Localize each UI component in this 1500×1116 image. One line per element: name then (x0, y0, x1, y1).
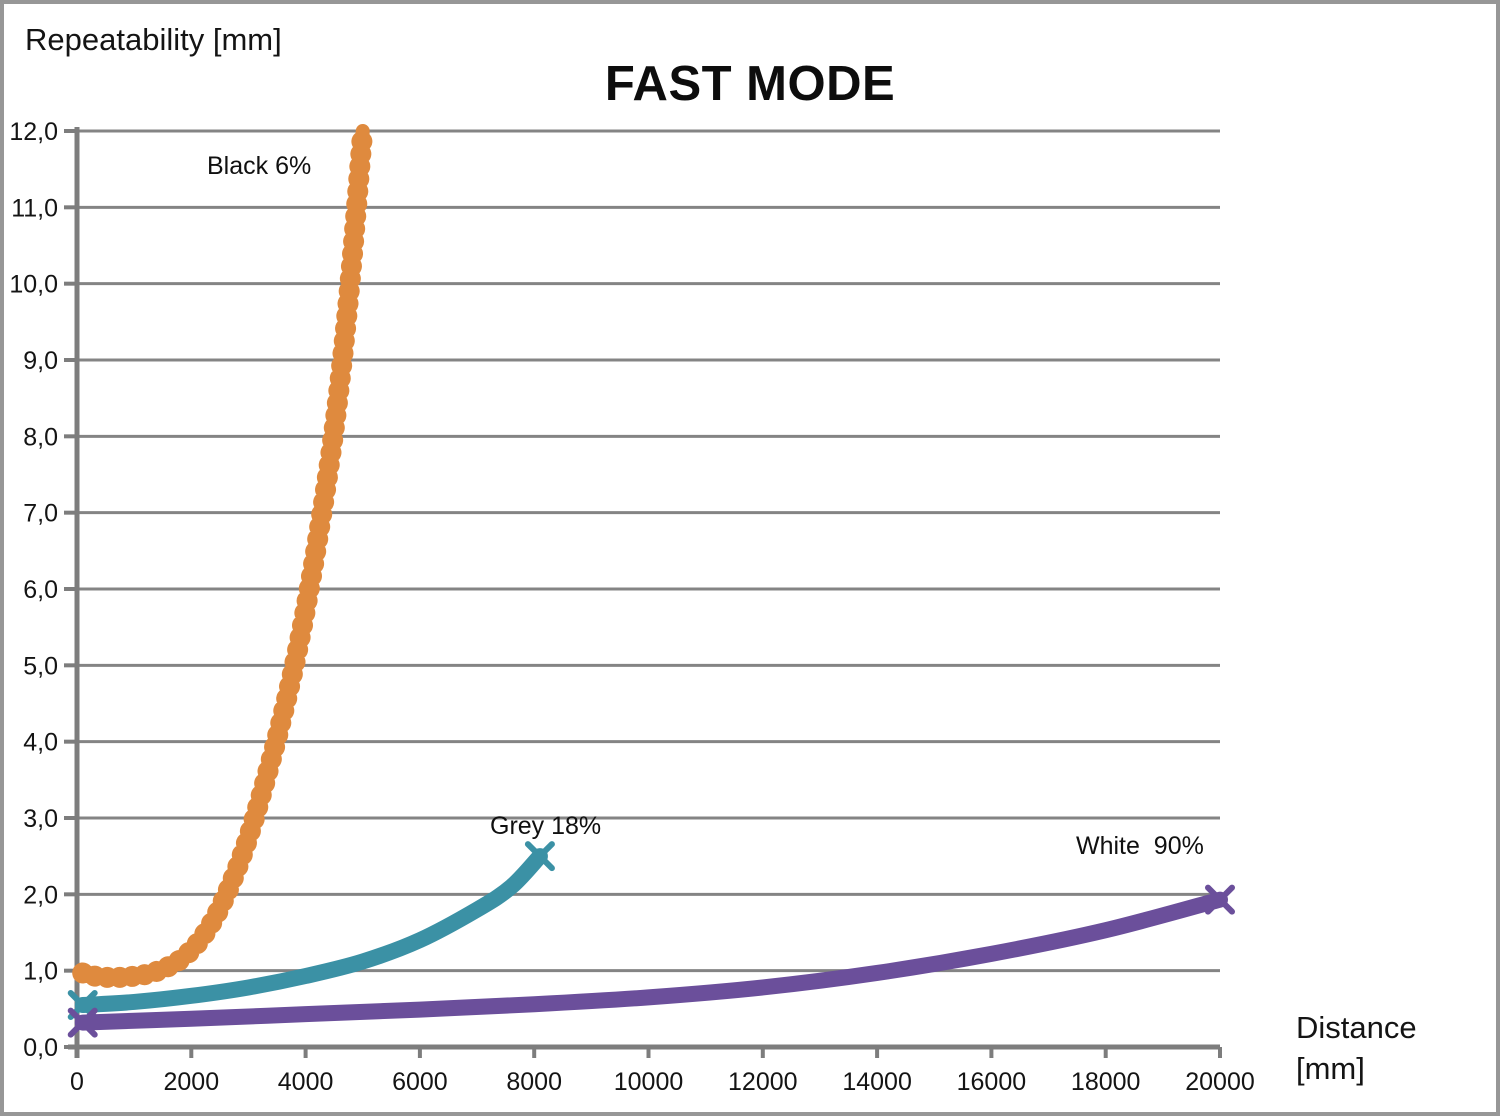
y-axis-title: Repeatability [mm] (25, 22, 282, 57)
svg-text:12000: 12000 (728, 1068, 798, 1096)
series-label-black-6: Black 6% (207, 152, 312, 180)
svg-text:5,0: 5,0 (23, 652, 58, 680)
svg-text:11,0: 11,0 (11, 194, 58, 222)
svg-text:7,0: 7,0 (23, 500, 58, 528)
svg-text:6,0: 6,0 (23, 576, 58, 604)
svg-text:0,0: 0,0 (23, 1034, 58, 1062)
svg-text:8,0: 8,0 (23, 423, 58, 451)
svg-text:8000: 8000 (506, 1068, 562, 1096)
svg-text:12,0: 12,0 (9, 118, 58, 146)
svg-text:6000: 6000 (392, 1068, 448, 1096)
series-label-grey-18: Grey 18% (490, 812, 602, 840)
svg-text:20000: 20000 (1185, 1068, 1255, 1096)
svg-text:10,0: 10,0 (9, 271, 58, 299)
svg-text:3,0: 3,0 (23, 805, 58, 833)
svg-text:2,0: 2,0 (23, 881, 58, 909)
chart-title: FAST MODE (604, 57, 896, 111)
svg-text:14000: 14000 (842, 1068, 912, 1096)
svg-text:4,0: 4,0 (23, 729, 58, 757)
series-label-white-90: White 90% (1076, 832, 1204, 860)
svg-text:9,0: 9,0 (23, 347, 58, 375)
svg-text:2000: 2000 (163, 1068, 219, 1096)
svg-text:1,0: 1,0 (23, 958, 58, 986)
svg-text:0: 0 (70, 1068, 84, 1096)
svg-text:16000: 16000 (957, 1068, 1027, 1096)
svg-text:4000: 4000 (278, 1068, 334, 1096)
svg-text:18000: 18000 (1071, 1068, 1141, 1096)
svg-text:10000: 10000 (614, 1068, 684, 1096)
x-axis-title-line2: [mm] (1296, 1051, 1365, 1086)
x-axis-title-line1: Distance (1296, 1010, 1417, 1045)
